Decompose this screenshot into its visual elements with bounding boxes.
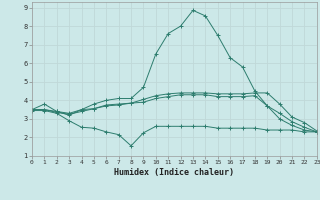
X-axis label: Humidex (Indice chaleur): Humidex (Indice chaleur): [115, 168, 234, 177]
